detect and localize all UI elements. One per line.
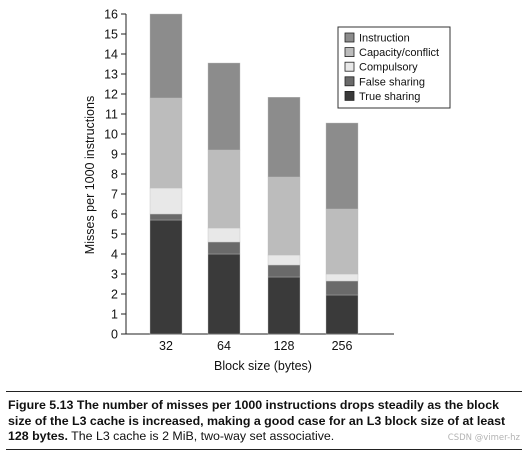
caption-bottom-rule xyxy=(6,449,522,450)
y-tick-label: 2 xyxy=(111,288,118,302)
y-tick-label: 6 xyxy=(111,208,118,222)
legend-label: False sharing xyxy=(359,76,425,88)
caption-top-rule xyxy=(6,391,522,392)
bar-segment-capacity-conflict xyxy=(267,176,301,256)
bar-segment-capacity-conflict xyxy=(149,97,183,189)
legend-label: Compulsory xyxy=(359,62,418,74)
bar-segment-true-sharing xyxy=(267,276,301,335)
bar-segment-compulsory xyxy=(207,227,241,243)
x-tick-label: 128 xyxy=(274,339,295,353)
legend-swatch xyxy=(344,32,355,43)
watermark: CSDN @vimer-hz xyxy=(447,433,520,443)
legend-box xyxy=(337,26,451,109)
bar-segment-compulsory xyxy=(267,254,301,266)
legend-label: True sharing xyxy=(359,91,420,103)
legend-label: Capacity/conflict xyxy=(359,47,439,59)
legend: Instruction Capacity/conflict Compulsory Fa… xyxy=(337,26,451,109)
y-tick-label: 14 xyxy=(104,48,118,62)
bar-segment-capacity-conflict xyxy=(325,208,359,275)
bar-segment-compulsory xyxy=(149,187,183,215)
figure-label: Figure 5.13 xyxy=(8,398,74,412)
legend-swatch xyxy=(344,91,355,101)
caption-normal-text: The L3 cache is 2 MiB, two-way set assoc… xyxy=(71,429,335,443)
y-tick-label: 16 xyxy=(104,8,118,22)
y-tick-label: 10 xyxy=(104,128,118,142)
bar-segment-instruction xyxy=(267,96,301,178)
bar-segment-false-sharing xyxy=(149,213,183,221)
y-tick-label: 9 xyxy=(111,148,118,162)
x-tick-label: 64 xyxy=(217,339,231,353)
bar-segment-false-sharing xyxy=(325,280,359,296)
y-tick-label: 3 xyxy=(111,268,118,282)
y-tick-label: 8 xyxy=(111,168,118,182)
figure-caption: Figure 5.13 The number of misses per 100… xyxy=(8,398,522,445)
bar-segment-capacity-conflict xyxy=(207,149,241,229)
legend-swatch xyxy=(344,76,355,87)
y-axis-title: Misses per 1000 instructions xyxy=(83,96,97,254)
x-tick-label: 32 xyxy=(159,339,173,353)
x-tick-label: 256 xyxy=(332,339,353,353)
bar-segment-instruction xyxy=(149,13,183,99)
bar-segment-instruction xyxy=(325,122,359,210)
y-tick-label: 12 xyxy=(104,88,118,102)
bar-segment-instruction xyxy=(207,62,241,151)
x-axis-title: Block size (bytes) xyxy=(214,359,312,373)
bar-segment-false-sharing xyxy=(267,264,301,278)
y-tick-label: 11 xyxy=(105,108,118,122)
legend-swatch xyxy=(344,47,355,57)
y-tick-label: 1 xyxy=(111,308,118,322)
legend-swatch xyxy=(344,61,355,72)
caption-bold-text: The number of misses per 1000 instructio… xyxy=(8,398,506,443)
bar-segment-compulsory xyxy=(325,273,359,282)
bar-segment-true-sharing xyxy=(207,253,241,335)
y-tick-label: 13 xyxy=(104,68,118,82)
y-tick-label: 0 xyxy=(111,328,118,342)
y-tick-label: 5 xyxy=(111,228,118,242)
y-tick-label: 7 xyxy=(111,188,118,202)
bar-segment-true-sharing xyxy=(325,294,359,335)
y-tick-label: 4 xyxy=(111,248,118,262)
x-axis: 32 64 128 256 xyxy=(126,333,394,353)
y-tick-label: 15 xyxy=(104,28,118,42)
bar-segment-false-sharing xyxy=(207,241,241,255)
bars xyxy=(149,13,359,335)
bar-segment-true-sharing xyxy=(149,219,183,335)
legend-label: Instruction xyxy=(359,33,410,45)
